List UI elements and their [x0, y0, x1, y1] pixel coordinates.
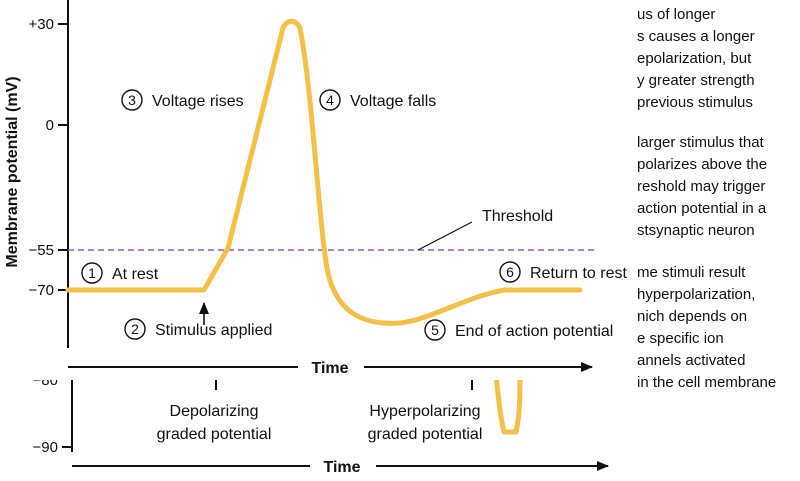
- step-number-badge: [319, 89, 341, 111]
- side-text-line: in the cell membrane: [637, 374, 776, 391]
- step-2: 2 Stimulus applied: [124, 318, 272, 340]
- step-5: 5 End of action potential: [424, 319, 613, 341]
- step-label: Voltage rises: [152, 93, 244, 110]
- depolarizing-label-line1: Depolarizing: [170, 403, 259, 420]
- y-tick-label: +30: [29, 16, 54, 33]
- hyperpolarizing-label-line2: graded potential: [368, 426, 483, 443]
- step-number: 2: [131, 321, 139, 337]
- side-text-line: previous stimulus: [637, 94, 753, 111]
- y-axis-label: Membrane potential (mV): [4, 76, 21, 267]
- step-label: At rest: [112, 266, 159, 283]
- side-text-line: us of longer: [637, 6, 715, 23]
- main-chart: Membrane potential (mV) +30 0 −55 −70 Th…: [4, 0, 627, 377]
- side-text-line: reshold may trigger: [637, 178, 765, 195]
- step-number-badge: [424, 319, 446, 341]
- step-label: End of action potential: [455, 323, 613, 340]
- step-number-badge: [124, 318, 146, 340]
- step-number-badge: [81, 262, 103, 284]
- hyperpolarizing-label-line1: Hyperpolarizing: [369, 403, 480, 420]
- step-number-badge: [499, 261, 521, 283]
- y-tick-label: −70: [29, 282, 54, 299]
- side-text-line: action potential in a: [637, 200, 767, 217]
- side-text-line: me stimuli result: [637, 264, 746, 281]
- side-text-block-1: us of longer s causes a longer epolariza…: [637, 6, 755, 111]
- side-text-block-3: me stimuli result hyperpolarization, nic…: [637, 264, 776, 391]
- step-4: 4 Voltage falls: [319, 89, 436, 111]
- step-label: Return to rest: [530, 265, 627, 282]
- lower-x-axis-label: Time: [323, 459, 360, 476]
- side-text-line: stsynaptic neuron: [637, 222, 755, 239]
- y-tick-label: 0: [46, 117, 54, 134]
- action-potential-curve: [65, 18, 583, 326]
- lower-y-tick-label: −90: [33, 439, 58, 456]
- side-text-line: annels activated: [637, 352, 745, 369]
- side-text-line: epolarization, but: [637, 50, 752, 67]
- lower-chart: −80 −90 Depolarizing graded potential Hy…: [33, 372, 609, 476]
- main-chart-panel: [0, 0, 630, 380]
- y-tick-label: −55: [29, 242, 54, 259]
- depolarizing-label-line2: graded potential: [157, 426, 272, 443]
- step-number: 1: [88, 265, 96, 281]
- step-number: 3: [128, 92, 136, 108]
- side-text-line: y greater strength: [637, 72, 755, 89]
- step-number: 6: [506, 264, 514, 280]
- side-text-line: polarizes above the: [637, 156, 767, 173]
- side-text-line: larger stimulus that: [637, 134, 765, 151]
- step-number: 4: [326, 92, 334, 108]
- side-text-line: nich depends on: [637, 308, 747, 325]
- step-3: 3 Voltage rises: [121, 89, 244, 111]
- step-label: Voltage falls: [350, 93, 436, 110]
- side-text-line: hyperpolarization,: [637, 286, 755, 303]
- step-label: Stimulus applied: [155, 322, 272, 339]
- side-text-block-2: larger stimulus that polarizes above the…: [637, 134, 767, 239]
- threshold-leader-line: [417, 221, 473, 251]
- step-number: 5: [431, 322, 439, 338]
- step-1: 1 At rest: [81, 262, 159, 284]
- hyperpolarization-trace: [493, 373, 523, 435]
- side-text-line: e specific ion: [637, 330, 724, 347]
- side-text-line: s causes a longer: [637, 28, 755, 45]
- step-6: 6 Return to rest: [499, 261, 627, 283]
- step-number-badge: [121, 89, 143, 111]
- threshold-label: Threshold: [482, 208, 553, 225]
- x-axis-label: Time: [311, 360, 348, 377]
